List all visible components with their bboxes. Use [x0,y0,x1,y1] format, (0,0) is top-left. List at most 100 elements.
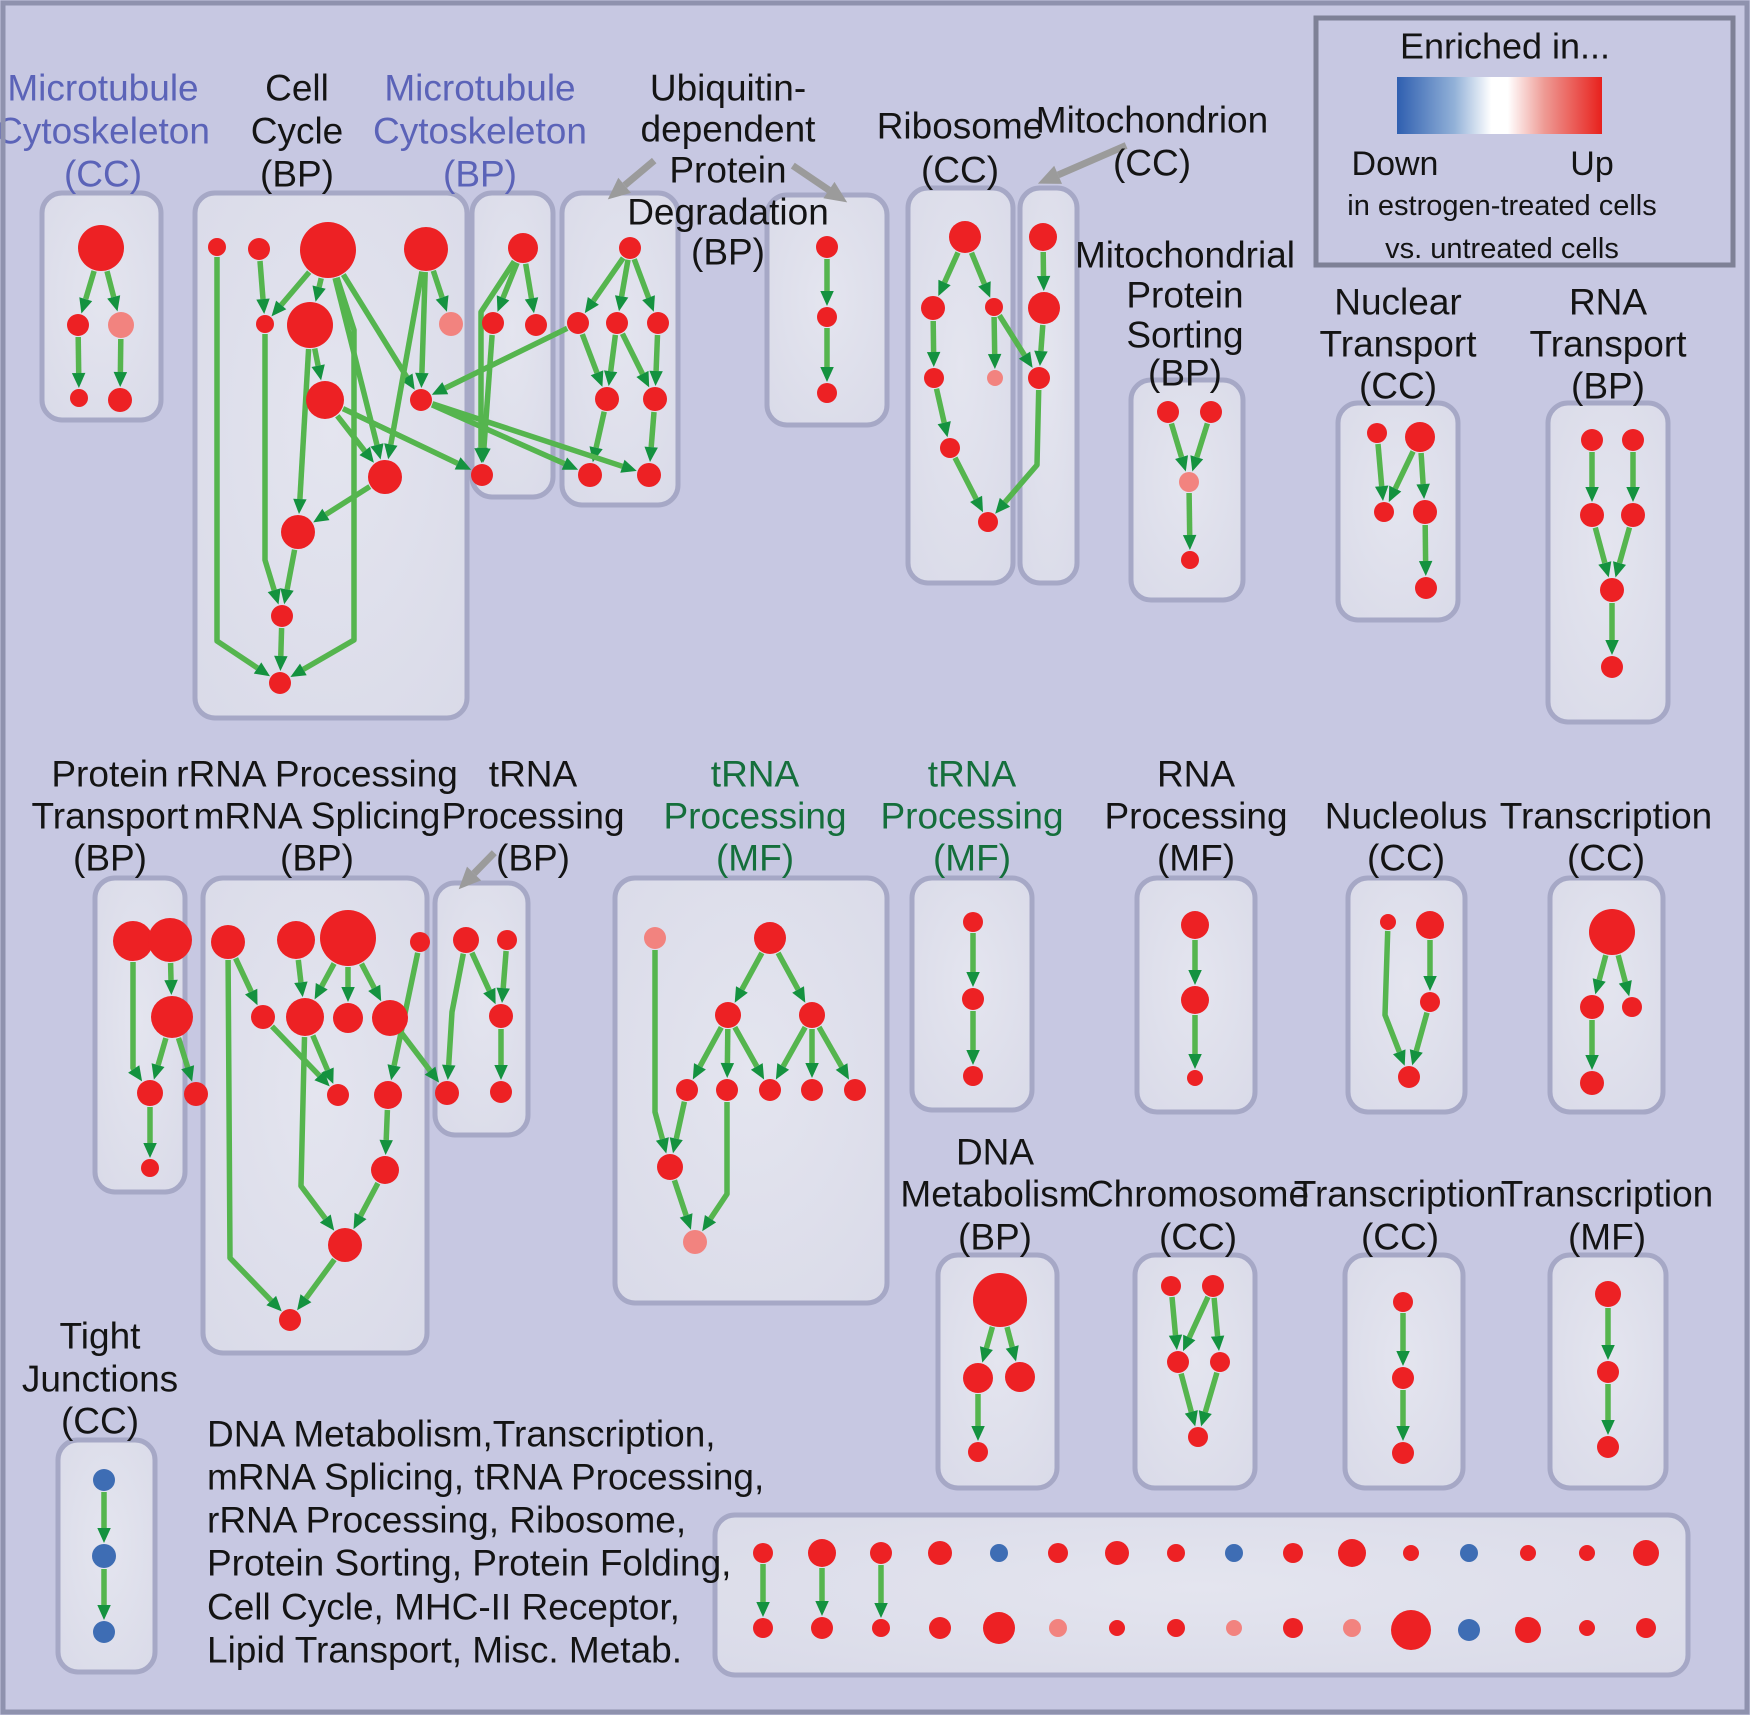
strip-edge-2-head [874,1603,888,1618]
mps-node-l [1157,401,1179,423]
ub2-node-b [817,307,837,327]
cell_cycle-edge-1-head [256,298,270,314]
trna_mf_big-edge-8-head [655,1137,669,1154]
trna_bp-node-b [497,930,517,950]
rrna-edge-3-head [341,987,355,1002]
summary-text: Protein Sorting, Protein Folding, [207,1543,731,1584]
rrna-node-j [374,1081,402,1109]
trna_mf_big-edge-10 [671,1179,689,1217]
rna_transport-edge-3 [1616,526,1633,564]
strip-node-b14 [1515,1617,1541,1643]
ribosome-edge-3-head [987,353,1002,369]
dna_metab-edge-0-head [979,1346,993,1363]
protein_transport-edge-0-head [128,1065,143,1082]
strip-node-a5 [990,1544,1008,1562]
rrna-edge-0-head [245,988,258,1006]
trna_mf_big-edge-7 [816,1025,844,1068]
cell_cycle-edge-8-head [384,443,398,460]
mt_cc-edge-1 [104,270,117,298]
cell_cycle-edge-15-head [274,655,288,671]
cell_cycle-node-h [306,381,344,419]
rna_transport-node-d [1621,503,1645,527]
mt-cc-label: (CC) [64,154,142,195]
strip-node-a11 [1338,1539,1366,1567]
ub1-node-f [578,463,602,487]
dna_metab-edge-1-head [1005,1345,1019,1362]
cross-edge-2 [443,325,569,391]
strip-node-a9 [1225,1544,1243,1562]
trna-bp-label: Processing [441,796,624,837]
protein_transport-node-a [113,921,153,961]
rrna-edge-12 [303,1257,337,1300]
protein-transport-label: (BP) [73,838,147,879]
trna_mf_big-node-s1 [676,1079,698,1101]
strip-node-b11 [1343,1619,1361,1637]
trna_mf_big-edge-11 [708,1102,730,1221]
transcription_cc_mid-edge-0-head [1592,978,1606,995]
dna_metab-edge-1 [1004,1326,1015,1348]
protein_transport-node-b [148,918,192,962]
trna_bp-edge-1-head [483,987,496,1005]
cell_cycle-edge-10-head [293,498,307,514]
cell_cycle-edge-16-head [290,663,307,677]
transcription_cc_mid-edge-2-head [1585,1055,1599,1070]
rrna-edge-8-head [379,1139,393,1155]
strip-node-b3 [872,1619,890,1637]
rrna-node-c [320,910,376,966]
strip-node-b6 [1049,1619,1067,1637]
transcription_cc_bot-edge-0-head [1396,1351,1410,1366]
legend-down-label: Down [1352,145,1439,183]
protein_transport-node-e [184,1082,208,1106]
cross-edge-5-head [995,497,1011,514]
chromosome-node-b [1202,1275,1224,1297]
chromosome-edge-3-head [1184,1410,1198,1427]
trna-mf-big-label: tRNA [711,754,800,795]
rrna-node-k [371,1156,399,1184]
trna_mf_big-edge-7-head [835,1063,849,1080]
ubiquitin-label: dependent [641,109,817,150]
mps-edge-0 [1168,422,1185,458]
mitochondrion-arrow [1056,142,1128,179]
cell_cycle-edge-7 [430,269,445,299]
chromosome-node-e [1188,1427,1208,1447]
dna_metab-box [935,1252,1060,1491]
cell_cycle-edge-2 [279,270,312,307]
rna_proc_mf-node-c [1187,1070,1203,1086]
cell_cycle-edge-13-head [280,588,294,605]
rna-transport-label: Transport [1530,324,1688,365]
transcription_cc_bot-node-c [1392,1442,1414,1464]
ribosome-edge-4 [933,388,947,424]
tight_junctions-node-b [92,1544,116,1568]
cell_cycle-edge-5-head [370,443,384,460]
protein_transport-node-f [141,1159,159,1177]
cell_cycle-edge-14 [262,334,277,592]
cell_cycle-node-a [208,238,226,256]
cell-cycle-label: Cycle [251,111,344,152]
trna_bp-edge-2-head [496,987,510,1003]
cell_cycle-edge-0-head [253,662,270,677]
ub1-node-d [595,387,619,411]
ub1-node-a [567,312,589,334]
rrna-box [200,875,430,1356]
mt_cc-edge-3-head [113,371,128,387]
strip-node-b8 [1167,1619,1185,1637]
nuc_transport-node-a [1367,423,1387,443]
nucleolus-label: (CC) [1367,838,1445,879]
ubiquitin-label: Degradation [627,192,829,233]
nuc_transport-box [1335,400,1461,623]
rrna-edge-2-head [314,983,328,1000]
mps-label: (BP) [1148,353,1222,394]
trna_mf_big-edge-2 [697,1025,724,1068]
rrna-node-d [410,932,430,952]
ubiquitin-label: (BP) [691,232,765,273]
protein_transport-edge-3-head [181,1065,195,1082]
ub1-edge-6-head [649,370,663,386]
cell_cycle-edge-15 [278,627,285,657]
ub1-edge-1 [618,259,631,297]
ribosome-edge-1-head [978,281,991,298]
transcription_mf-node-b [1597,1361,1619,1383]
mitochondrion-label: Mitochondrion [1036,100,1268,141]
mt_cc-edge-1-head [107,295,121,312]
cell_cycle-edge-14-head [267,588,281,605]
mps-edge-2 [1186,492,1193,536]
